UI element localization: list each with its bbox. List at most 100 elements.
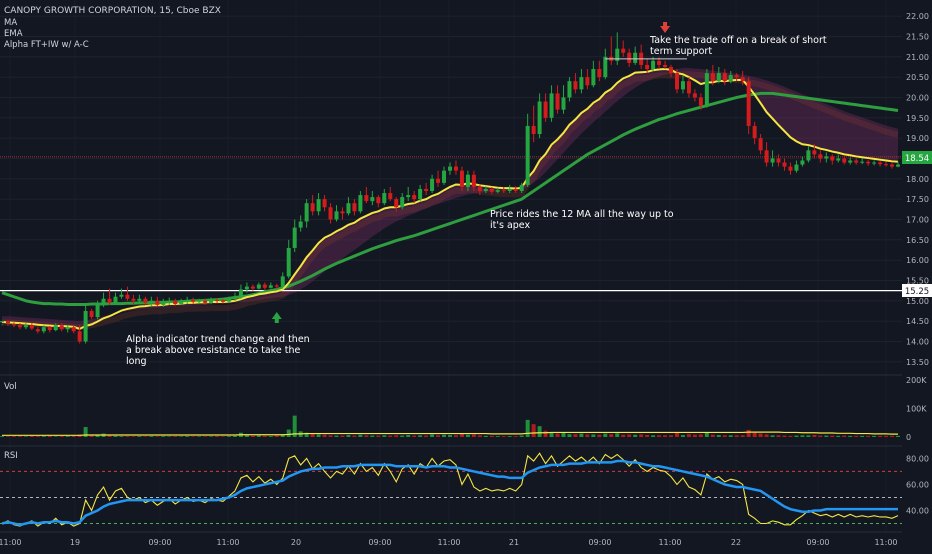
volume-bar [890, 435, 895, 437]
symbol-title[interactable]: CANOPY GROWTH CORPORATION, 15, Cboe BZX [4, 6, 221, 16]
volume-bar [29, 435, 34, 437]
candle-body [627, 52, 632, 63]
volume-bar [11, 436, 16, 437]
volume-bar [442, 434, 447, 437]
volume-bar [639, 434, 644, 437]
candle-body [442, 170, 447, 183]
candle-body [209, 299, 214, 303]
candle-body [143, 298, 148, 303]
time-axis: 11:00 19 09:00 11:00 20 09:00 11:00 21 09:00 11:0… [0, 538, 898, 547]
volume-bar [448, 435, 452, 437]
volume-bar [645, 435, 650, 437]
candle-body [71, 327, 76, 332]
volume-bar [412, 435, 417, 437]
candle-body [860, 161, 865, 163]
candle-body [728, 75, 733, 82]
volume-bar [561, 433, 566, 437]
time-tick-label: 09:00 [806, 538, 829, 547]
rsi-pane-label[interactable]: RSI [4, 451, 18, 461]
volume-bar [489, 435, 494, 437]
candle-body [704, 73, 709, 106]
volume-pane-label[interactable]: Vol [4, 382, 17, 392]
volume-bar [382, 435, 387, 437]
candle-body [119, 294, 124, 297]
candle-body [788, 166, 793, 171]
candle-body [878, 162, 883, 165]
volume-bar [35, 436, 40, 437]
price-tick-label: 21.00 [906, 53, 929, 62]
volume-bar [615, 433, 620, 437]
exit-annotation-line-2: term support [650, 46, 712, 57]
candle-body [125, 294, 130, 299]
candle-body [597, 69, 602, 78]
volume-bar [627, 434, 632, 437]
volume-bar [209, 436, 214, 437]
candle-body [35, 329, 40, 332]
volume-bar [483, 435, 488, 437]
candle-body [579, 77, 584, 90]
volume-bar [346, 435, 351, 437]
volume-bar [519, 435, 524, 437]
candle-body [561, 97, 566, 110]
candle-body [137, 298, 142, 301]
volume-bar [776, 435, 781, 437]
candle-body [262, 284, 267, 288]
volume-bar [651, 435, 656, 437]
candle-body [680, 81, 685, 90]
rsi-levels [0, 470, 902, 524]
volume-bar [657, 435, 662, 437]
candle-body [346, 203, 351, 214]
volume-bar [161, 436, 166, 437]
exit-annotation-line-1: Take the trade off on a break of short [649, 35, 827, 46]
legend-ema[interactable]: EMA [4, 29, 23, 39]
candle-body [531, 125, 536, 135]
entry-arrow-icon [271, 312, 282, 323]
rsi-tick-label: 60.00 [906, 480, 929, 489]
volume-bar [549, 432, 554, 437]
candle-body [621, 48, 626, 53]
price-tick-label: 22.00 [906, 12, 929, 21]
volume-bar [722, 435, 727, 437]
current-price-badge [902, 151, 932, 164]
cloud-band [2, 68, 898, 329]
candle-body [430, 178, 435, 191]
rsi-axis: 80.00 60.00 40.00 [906, 454, 929, 515]
candle-body [734, 75, 739, 78]
volume-bar [352, 435, 357, 437]
candle-body [842, 158, 847, 163]
entry-annotation-line-3: long [126, 356, 147, 367]
volume-bar [698, 434, 703, 437]
candle-body [663, 64, 668, 67]
candle-body [567, 81, 572, 98]
volume-bar [179, 436, 184, 437]
volume-bar [364, 435, 369, 437]
candle-body [657, 60, 662, 65]
volume-bar [5, 436, 10, 437]
candle-body [674, 73, 679, 90]
ride-annotation-line-2: it's apex [490, 220, 530, 231]
volume-bar [884, 435, 889, 437]
candle-body [298, 221, 303, 228]
candle-body [418, 188, 423, 200]
volume-bar [280, 434, 285, 437]
candle-body [537, 101, 542, 135]
candle-body [59, 325, 64, 330]
candle-body [543, 101, 548, 118]
time-tick-label: 21 [509, 538, 519, 547]
candle-body [471, 174, 476, 187]
legend-ma[interactable]: MA [4, 18, 17, 28]
candle-body [0, 321, 4, 323]
volume-bar [830, 435, 835, 437]
candle-body [107, 298, 112, 303]
volume-bar [459, 433, 464, 437]
volume-bar [173, 436, 178, 437]
legend-alpha[interactable]: Alpha FT+IW w/ A-C [4, 40, 89, 50]
candle-body [746, 81, 751, 126]
volume-bar [125, 436, 130, 437]
time-tick-label: 19 [70, 538, 80, 547]
volume-bar [304, 432, 309, 437]
candle-body [83, 310, 88, 342]
resistance-price-badge [902, 284, 932, 297]
